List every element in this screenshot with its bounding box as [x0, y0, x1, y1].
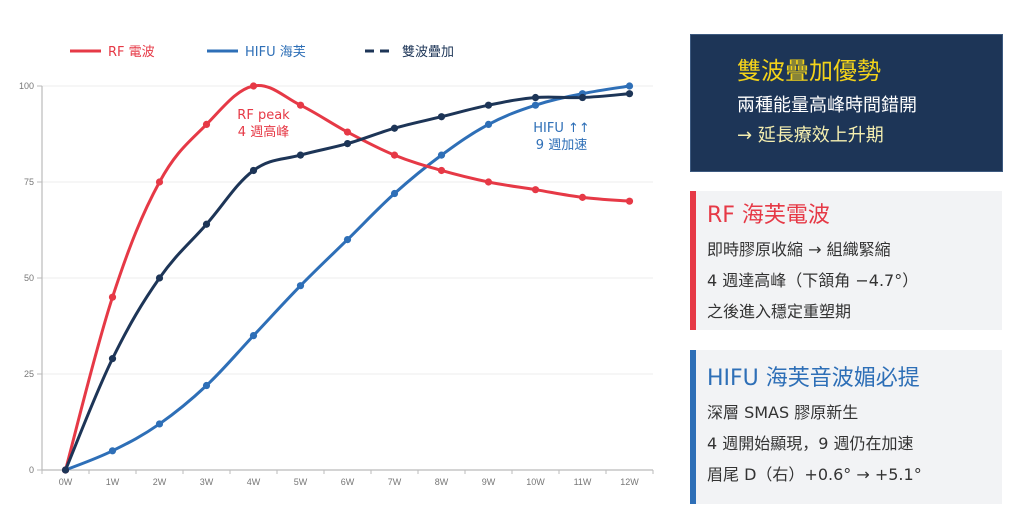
data-point-hifu [155, 420, 164, 428]
rf-card-title: RF 海芙電波 [707, 203, 830, 228]
summary-line-2: → 延長療效上升期 [737, 125, 884, 146]
data-point-rf [578, 193, 587, 201]
hifu-accent-bar [690, 350, 696, 504]
data-point-combined [578, 93, 587, 102]
x-tick-label: 2W [153, 477, 167, 487]
annotation-rf-peak: 4 週高峰 [238, 124, 289, 140]
data-point-combined [108, 355, 117, 363]
rf-card-line-3: 之後進入穩定重塑期 [707, 302, 852, 321]
data-point-hifu [108, 447, 117, 455]
data-point-combined [61, 466, 70, 474]
data-point-combined [437, 113, 446, 121]
series-group [61, 82, 634, 474]
series-rf [61, 82, 634, 474]
x-tick-label: 6W [341, 477, 355, 487]
hifu-card-title: HIFU 海芙音波媚必提 [707, 366, 920, 391]
y-tick-label: 0 [29, 465, 34, 475]
data-point-rf [108, 293, 117, 301]
data-point-rf [390, 151, 399, 159]
rf-accent-bar [690, 191, 696, 330]
data-point-rf [437, 166, 446, 175]
grid-lines [42, 85, 653, 375]
data-point-combined [531, 93, 540, 102]
summary-line-1: 兩種能量高峰時間錯開 [737, 95, 917, 116]
data-point-combined [155, 274, 164, 282]
hifu-card-line-3: 眉尾 D（右）+0.6° → +5.1° [707, 465, 922, 484]
x-tick-label: 4W [247, 477, 261, 487]
data-point-hifu [296, 282, 305, 290]
data-point-combined [390, 124, 399, 132]
line-chart: RF 電波 HIFU 海芙 雙波疊加 0 25 50 75 100 0W 1W 2W 3W 4W… [19, 45, 654, 487]
data-point-rf [249, 82, 258, 90]
data-point-hifu [625, 82, 634, 90]
x-tick-label: 0W [59, 477, 73, 487]
data-point-combined [625, 90, 634, 98]
x-tick-label: 8W [435, 477, 449, 487]
y-axis-ticks: 0 25 50 75 100 [19, 81, 42, 475]
data-point-combined [202, 220, 211, 228]
rf-card: RF 海芙電波 即時膠原收縮 → 組織緊縮 4 週達高峰（下頷角 −4.7°） … [690, 191, 1002, 330]
x-tick-label: 7W [388, 477, 402, 487]
legend-item-hifu[interactable]: HIFU 海芙 [207, 45, 306, 60]
x-tick-label: 11W [574, 477, 592, 487]
data-point-combined [343, 140, 352, 148]
data-point-combined [484, 101, 493, 109]
x-tick-label: 10W [526, 477, 545, 487]
rf-card-line-1: 即時膠原收縮 → 組織緊縮 [707, 240, 891, 259]
summary-card: 雙波疊加優勢 兩種能量高峰時間錯開 → 延長療效上升期 [690, 34, 1003, 172]
hifu-card: HIFU 海芙音波媚必提 深層 SMAS 膠原新生 4 週開始顯現，9 週仍在加… [690, 350, 1002, 504]
data-point-combined [249, 166, 258, 175]
annotation-hifu-accel: HIFU ↑↑ [533, 121, 590, 136]
data-point-hifu [202, 381, 211, 390]
y-tick-label: 100 [19, 81, 34, 91]
data-point-rf [625, 197, 634, 205]
data-point-hifu [343, 236, 352, 244]
data-point-rf [343, 128, 352, 136]
hifu-card-line-1: 深層 SMAS 膠原新生 [707, 403, 859, 422]
data-point-rf [484, 178, 493, 186]
data-point-hifu [249, 332, 258, 340]
annotation-hifu-accel: 9 週加速 [536, 138, 587, 153]
annotation-rf-peak: RF peak [237, 108, 290, 123]
data-point-rf [155, 178, 164, 186]
data-point-rf [296, 101, 305, 109]
x-axis-ticks: 0W 1W 2W 3W 4W 5W 6W 7W 8W 9W 10W 11W 12W [41, 470, 654, 487]
series-combined [61, 90, 634, 474]
legend-item-rf[interactable]: RF 電波 [70, 45, 155, 60]
legend-label-rf: RF 電波 [108, 45, 155, 60]
chart-legend: RF 電波 HIFU 海芙 雙波疊加 [70, 45, 454, 60]
x-tick-label: 9W [482, 477, 496, 487]
rf-card-line-2: 4 週達高峰（下頷角 −4.7°） [707, 271, 919, 290]
data-point-hifu [484, 120, 493, 128]
data-point-rf [531, 186, 540, 194]
legend-item-combined[interactable]: 雙波疊加 [365, 45, 454, 60]
summary-title: 雙波疊加優勢 [737, 57, 881, 85]
hifu-card-line-2: 4 週開始顯現，9 週仍在加速 [707, 434, 914, 453]
x-tick-label: 12W [620, 477, 639, 487]
data-point-hifu [390, 189, 399, 198]
x-tick-label: 5W [294, 477, 308, 487]
x-tick-label: 3W [200, 477, 214, 487]
y-tick-label: 25 [24, 369, 34, 379]
data-point-rf [202, 120, 211, 128]
data-point-combined [296, 151, 305, 159]
data-point-hifu [531, 101, 540, 109]
data-point-hifu [437, 151, 446, 159]
legend-label-combined: 雙波疊加 [402, 45, 454, 60]
x-tick-label: 1W [106, 477, 120, 487]
y-tick-label: 75 [24, 177, 34, 187]
y-tick-label: 50 [24, 273, 34, 283]
series-line-rf [64, 83, 631, 472]
legend-label-hifu: HIFU 海芙 [245, 45, 306, 60]
